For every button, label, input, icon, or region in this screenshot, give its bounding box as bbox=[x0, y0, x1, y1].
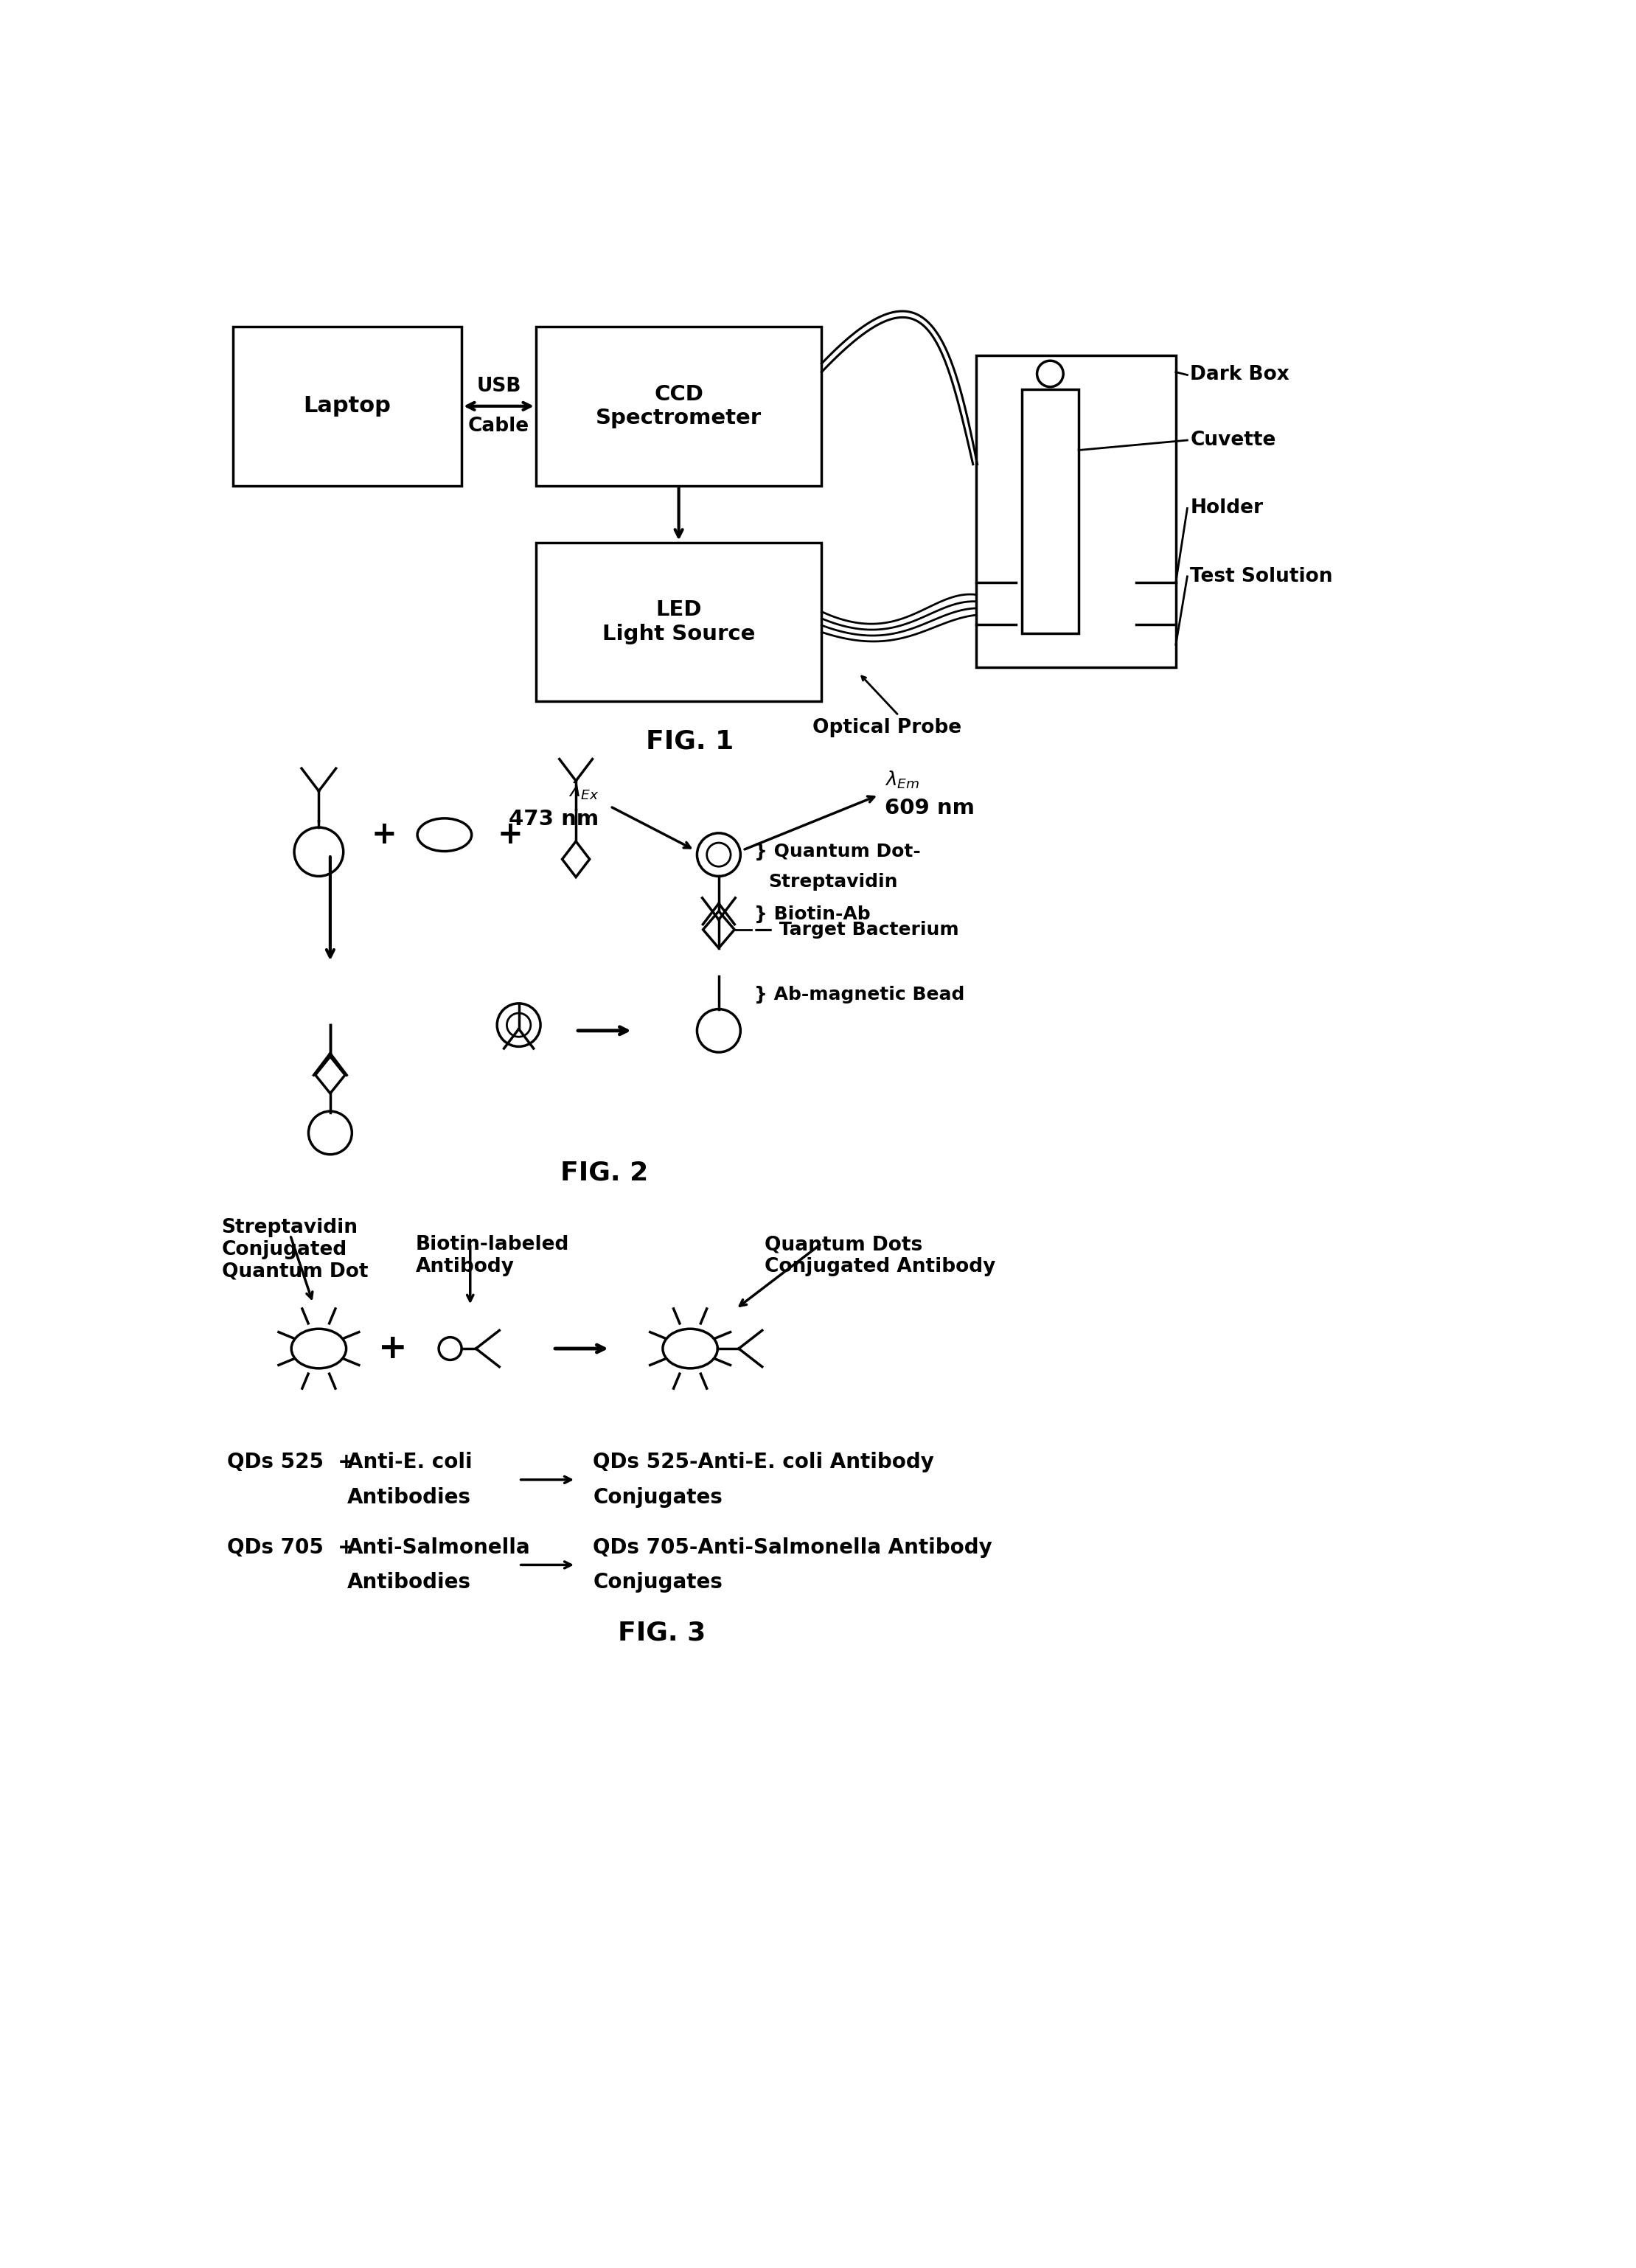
Circle shape bbox=[497, 1002, 540, 1046]
Text: Streptavidin: Streptavidin bbox=[769, 873, 898, 891]
Polygon shape bbox=[703, 912, 735, 948]
Text: +: + bbox=[497, 819, 524, 850]
Ellipse shape bbox=[663, 1329, 718, 1368]
Text: Laptop: Laptop bbox=[304, 395, 391, 417]
Ellipse shape bbox=[291, 1329, 347, 1368]
Text: FIG. 3: FIG. 3 bbox=[618, 1619, 705, 1644]
Text: Biotin-labeled
Antibody: Biotin-labeled Antibody bbox=[416, 1236, 569, 1277]
Text: CCD
Spectrometer: CCD Spectrometer bbox=[596, 383, 762, 429]
FancyBboxPatch shape bbox=[232, 327, 461, 485]
Text: } Ab-magnetic Bead: } Ab-magnetic Bead bbox=[754, 987, 965, 1005]
Text: Test Solution: Test Solution bbox=[1189, 567, 1333, 585]
FancyBboxPatch shape bbox=[537, 327, 821, 485]
Circle shape bbox=[707, 844, 731, 866]
Text: FIG. 2: FIG. 2 bbox=[561, 1159, 648, 1186]
Polygon shape bbox=[316, 1057, 345, 1093]
Text: LED
Light Source: LED Light Source bbox=[602, 599, 756, 644]
Text: Cable: Cable bbox=[468, 417, 530, 435]
Text: Anti-Salmonella: Anti-Salmonella bbox=[347, 1538, 530, 1558]
Text: 473 nm: 473 nm bbox=[509, 810, 599, 830]
Text: Cuvette: Cuvette bbox=[1189, 431, 1276, 449]
Text: Holder: Holder bbox=[1189, 499, 1263, 517]
Circle shape bbox=[309, 1111, 352, 1154]
Text: Dark Box: Dark Box bbox=[1189, 365, 1289, 386]
Text: +: + bbox=[371, 819, 398, 850]
Circle shape bbox=[697, 1009, 741, 1052]
FancyBboxPatch shape bbox=[537, 542, 821, 701]
Text: QDs 705-Anti-Salmonella Antibody: QDs 705-Anti-Salmonella Antibody bbox=[592, 1538, 993, 1558]
Text: QDs 525  +: QDs 525 + bbox=[227, 1452, 355, 1472]
Text: USB: USB bbox=[476, 376, 520, 397]
Text: 609 nm: 609 nm bbox=[885, 798, 975, 819]
Text: $\lambda_{Em}$: $\lambda_{Em}$ bbox=[885, 769, 919, 789]
Text: $\lambda_{Ex}$: $\lambda_{Ex}$ bbox=[568, 780, 599, 801]
Ellipse shape bbox=[417, 819, 471, 850]
FancyBboxPatch shape bbox=[1021, 390, 1078, 633]
Text: QDs 525-Anti-E. coli Antibody: QDs 525-Anti-E. coli Antibody bbox=[592, 1452, 934, 1472]
Circle shape bbox=[1037, 361, 1063, 388]
Circle shape bbox=[507, 1014, 530, 1036]
Text: Anti-E. coli: Anti-E. coli bbox=[347, 1452, 473, 1472]
Text: Quantum Dots
Conjugated Antibody: Quantum Dots Conjugated Antibody bbox=[764, 1236, 995, 1277]
Text: Conjugates: Conjugates bbox=[592, 1488, 723, 1508]
Text: QDs 705  +: QDs 705 + bbox=[227, 1538, 355, 1558]
Text: Antibodies: Antibodies bbox=[347, 1488, 471, 1508]
Text: } Biotin-Ab: } Biotin-Ab bbox=[754, 905, 870, 923]
Circle shape bbox=[697, 832, 741, 875]
Circle shape bbox=[438, 1338, 461, 1361]
Text: — Target Bacterium: — Target Bacterium bbox=[754, 921, 959, 939]
FancyBboxPatch shape bbox=[975, 356, 1176, 667]
Text: +: + bbox=[378, 1331, 407, 1365]
Polygon shape bbox=[563, 841, 589, 878]
Text: FIG. 1: FIG. 1 bbox=[646, 728, 735, 753]
Text: Conjugates: Conjugates bbox=[592, 1572, 723, 1592]
Text: } Quantum Dot-: } Quantum Dot- bbox=[754, 844, 921, 862]
Text: Optical Probe: Optical Probe bbox=[813, 719, 962, 737]
Text: Antibodies: Antibodies bbox=[347, 1572, 471, 1592]
Circle shape bbox=[294, 828, 344, 875]
Text: Streptavidin
Conjugated
Quantum Dot: Streptavidin Conjugated Quantum Dot bbox=[221, 1218, 368, 1281]
